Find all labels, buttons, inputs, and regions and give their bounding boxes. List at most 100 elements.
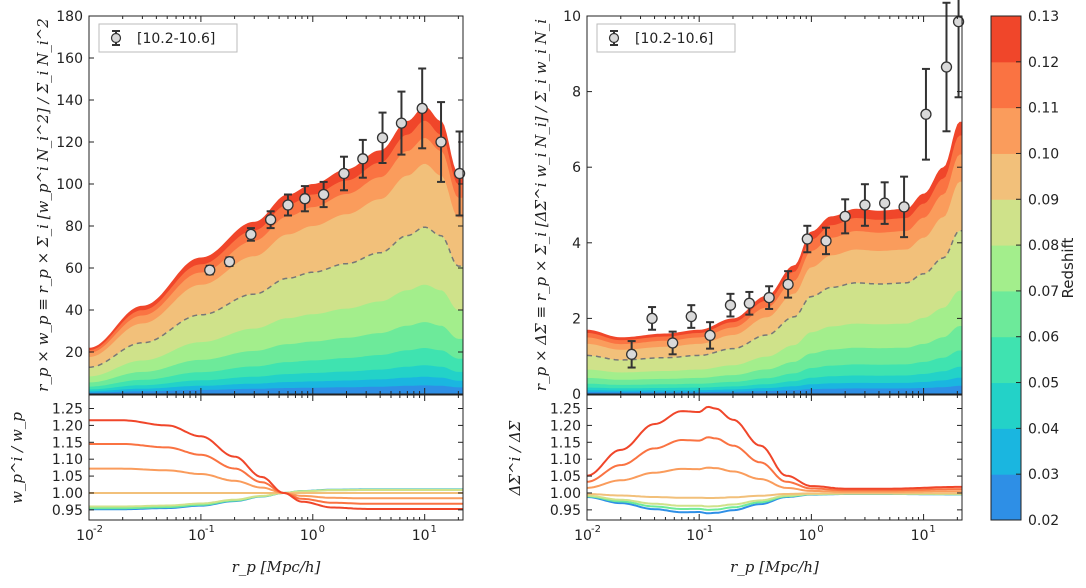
top-right-panel: 0 2 4 6 8 10 [10.2-10.6] r_p × ΔΣ ≡ r_p × Σ_i [… [532,0,965,403]
legend-label: [10.2-10.6] [635,31,713,47]
y-axis-label: w_p^i / w_p [8,412,26,504]
colorbar-tick-label: 0.10 [1028,146,1059,162]
y-tick-label: 4 [572,236,581,252]
data-point [782,278,794,291]
y-tick-label: 1.00 [52,486,83,502]
data-point [338,167,350,180]
bottom-right-panel: 10 -2 10 -1 10 0 10 10.951.001.051.101.151.201.… [506,394,963,576]
ratio-line [89,419,463,510]
data-point [801,233,813,245]
data-point [282,199,294,211]
y-tick-label: 180 [56,9,83,25]
x-tick-label: 10 [798,528,816,544]
x-tick-exponent: 0 [319,524,325,535]
y-tick-label: 80 [65,219,83,235]
y-tick-label: 40 [65,303,83,319]
bands [587,121,962,394]
x-axis-label: r_p [Mpc/h] [232,558,321,576]
data-point [395,117,408,129]
colorbar-tick-label: 0.07 [1028,284,1059,300]
colorbar-segment [991,290,1021,338]
x-tick-exponent: -2 [591,524,601,535]
colorbar-tick-label: 0.02 [1028,513,1059,529]
ratio-line [587,436,962,492]
colorbar-segment [991,107,1021,154]
x-tick-label: 10 [188,528,206,544]
x-tick-label: 10 [412,528,430,544]
colorbar-segment [991,428,1021,475]
colorbar-tick-label: 0.06 [1028,330,1059,346]
data-point [685,310,697,323]
x-tick-exponent: 1 [929,524,935,535]
data-point [376,132,389,144]
data-point [299,193,311,205]
data-point [625,348,638,360]
y-tick-label: 1.15 [52,435,83,451]
data-point [204,264,216,276]
colorbar-label: Redshift [1059,237,1077,298]
legend-marker [608,32,620,44]
y-tick-label: 60 [65,261,83,277]
data-point [416,102,428,115]
bottom-panel-frame [88,394,464,521]
x-tick-exponent: -2 [93,524,103,535]
colorbar-tick-label: 0.03 [1028,467,1059,483]
data-point [667,337,679,349]
y-tick-label: 1.05 [550,469,581,485]
x-tick-exponent: 1 [430,524,436,535]
y-tick-label: 20 [65,345,83,361]
x-tick-label: 10 [911,528,929,544]
x-tick-label: 10 [300,528,318,544]
data-point [820,235,832,247]
y-tick-label: 160 [56,51,83,67]
colorbar-segment [991,153,1021,200]
colorbar-segment [991,199,1021,246]
y-tick-label: 120 [56,135,83,151]
data-point [435,136,447,148]
data-point [245,228,257,241]
x-axis-label: r_p [Mpc/h] [730,558,819,576]
data-point [859,199,871,211]
colorbar-tick-label: 0.08 [1028,238,1059,254]
redshift-band [587,385,962,394]
y-axis-label: ΔΣ^i / ΔΣ [506,420,524,496]
colorbar-segment [991,61,1021,109]
data-point [357,153,369,165]
top-panel-frame [586,15,963,395]
y-tick-label: 100 [56,177,83,193]
x-tick-label: 10 [76,528,94,544]
data-point [223,256,236,268]
bottom-panel-frame [586,394,963,521]
colorbar-frame [990,15,1022,521]
x-tick-exponent: -1 [205,524,215,535]
ratio-line [587,405,962,490]
y-axis-label: r_p × w_p ≡ r_p × Σ_i [w_p^i N_i^2] / Σ_… [34,18,52,392]
colorbar: 0.02 0.03 0.04 0.05 0.06 0.07 0.08 0.09 0.10 0.11… [990,9,1077,529]
data-point [453,167,466,180]
y-tick-label: 6 [572,160,581,176]
top-panel-frame [88,15,464,395]
ratio-lines [89,419,463,511]
data-point [317,188,330,201]
ratio-line [587,466,962,493]
y-tick-label: 0.95 [550,503,581,519]
y-tick-label: 1.00 [550,486,581,502]
colorbar-tick-label: 0.13 [1028,9,1059,25]
colorbar-tick-label: 0.05 [1028,376,1059,392]
y-tick-label: 1.05 [52,469,83,485]
ratio-line [587,492,962,499]
y-tick-label: 1.15 [550,435,581,451]
dashed-redshift-curve [587,229,962,361]
colorbar-tick-label: 0.11 [1028,101,1059,117]
y-tick-label: 1.10 [550,452,581,468]
data-point [952,16,965,28]
x-tick-label: 10 [574,528,592,544]
data-point [898,201,910,213]
x-tick-label: 10 [686,528,704,544]
y-tick-label: 10 [563,9,581,25]
data-point [940,61,953,73]
y-tick-label: 1.20 [550,418,581,434]
data-point [704,329,716,342]
data-point [763,291,775,304]
bottom-left-panel: 10 -2 10 -1 10 0 10 10.951.001.051.101.151.201.… [8,394,464,576]
